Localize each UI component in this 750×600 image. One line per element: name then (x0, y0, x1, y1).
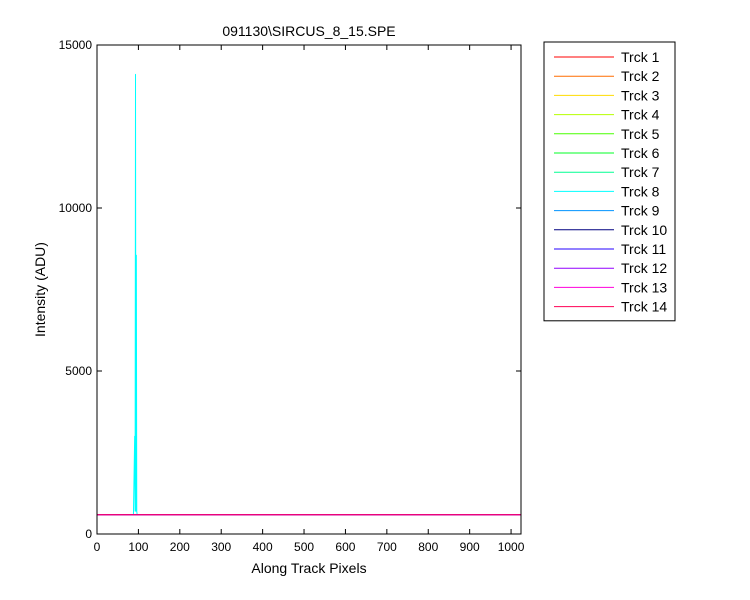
x-tick-label: 400 (253, 540, 273, 554)
legend-box (543, 41, 676, 322)
legend: Trck 1 Trck 2 Trck 3 Trck 4 Trck 5 Trck 6 Trck… (543, 41, 676, 322)
x-tick-label: 200 (170, 540, 190, 554)
x-tick-label: 800 (418, 540, 438, 554)
legend-label-3: Trck 3 (621, 87, 660, 103)
legend-label-4: Trck 4 (621, 107, 660, 123)
chart-title: 091130\SIRCUS_8_15.SPE (222, 23, 395, 39)
y-tick-label: 15000 (59, 38, 93, 52)
x-tick-label: 0 (94, 540, 101, 554)
x-tick-label: 300 (211, 540, 231, 554)
legend-label-14: Trck 14 (621, 299, 667, 315)
x-tick-label: 500 (294, 540, 314, 554)
x-tick-label: 700 (377, 540, 397, 554)
legend-label-1: Trck 1 (621, 49, 660, 65)
legend-label-11: Trck 11 (621, 241, 666, 257)
legend-label-6: Trck 6 (621, 145, 660, 161)
y-tick-label: 5000 (65, 364, 92, 378)
y-tick-label: 0 (85, 527, 92, 541)
legend-label-10: Trck 10 (621, 222, 667, 238)
y-tick-label: 10000 (59, 201, 93, 215)
series-line-8 (97, 73, 521, 516)
y-axis-label: Intensity (ADU) (32, 242, 48, 337)
axes-box (96, 44, 522, 535)
x-axis-label: Along Track Pixels (251, 560, 366, 576)
x-tick-label: 600 (335, 540, 355, 554)
legend-label-7: Trck 7 (621, 164, 660, 180)
legend-label-2: Trck 2 (621, 68, 660, 84)
legend-label-13: Trck 13 (621, 279, 667, 295)
x-tick-label: 900 (460, 540, 480, 554)
legend-label-12: Trck 12 (621, 260, 667, 276)
legend-label-5: Trck 5 (621, 126, 660, 142)
plot-area: 0 100 200 300 400 500 600 700 800 900 100005000100… (32, 23, 525, 576)
legend-label-8: Trck 8 (621, 183, 660, 199)
x-tick-label: 100 (128, 540, 148, 554)
x-tick-label: 1000 (498, 540, 525, 554)
legend-label-9: Trck 9 (621, 203, 660, 219)
